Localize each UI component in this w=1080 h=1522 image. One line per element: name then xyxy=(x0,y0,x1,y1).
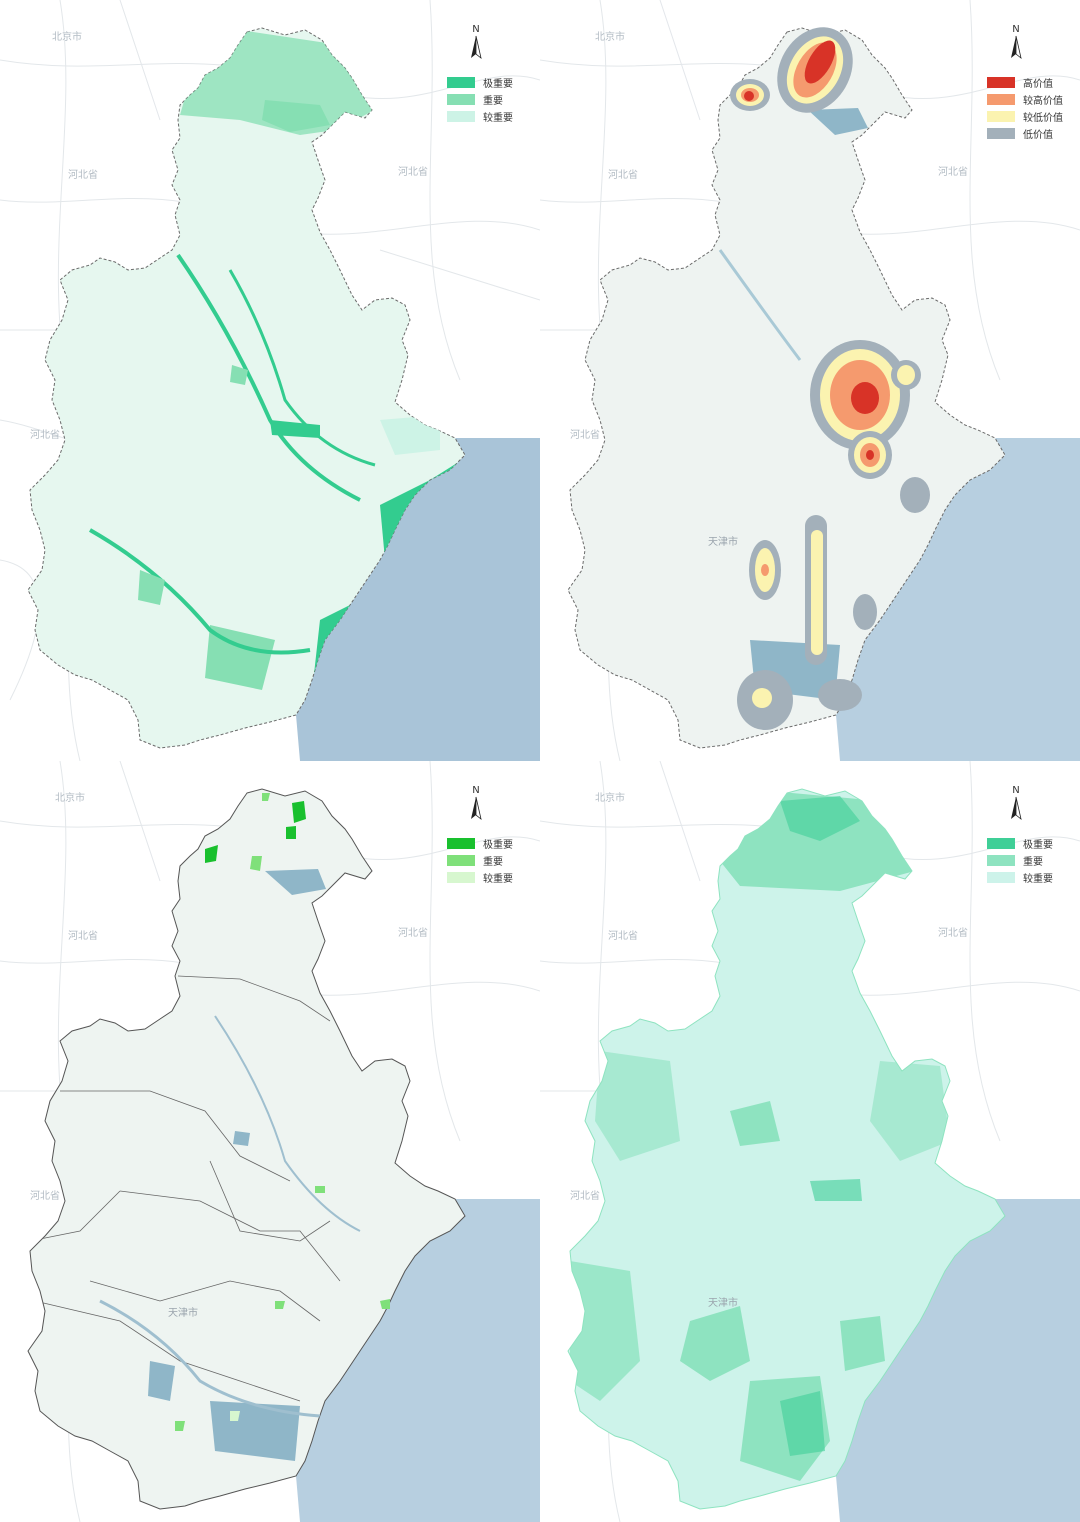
map-canvas: 北京市 河北省 河北省 河北省 天津市 xyxy=(0,761,540,1522)
place-label-tianjin: 天津市 xyxy=(168,1306,198,1319)
legend-swatch xyxy=(447,76,475,88)
legend-label: 较重要 xyxy=(483,112,513,124)
place-label-beijing: 北京市 xyxy=(595,30,625,43)
place-label-beijing: 北京市 xyxy=(595,791,625,804)
place-label-hebei-east: 河北省 xyxy=(398,926,428,939)
legend-label: 较低价值 xyxy=(1023,112,1063,124)
legend-item: 重要 xyxy=(987,852,1053,868)
legend: 极重要 重要 较重要 xyxy=(447,74,513,125)
legend-item: 较低价值 xyxy=(987,108,1063,124)
place-label-hebei-west: 河北省 xyxy=(30,428,60,441)
legend-label: 极重要 xyxy=(483,839,513,851)
legend-item: 重要 xyxy=(447,852,513,868)
legend-swatch xyxy=(987,110,1015,122)
place-label-hebei-west: 河北省 xyxy=(570,1189,600,1202)
legend: 高价值 较高价值 较低价值 低价值 xyxy=(987,74,1063,142)
place-label-hebei-north: 河北省 xyxy=(608,929,638,942)
legend-swatch xyxy=(987,837,1015,849)
place-label-hebei-east: 河北省 xyxy=(938,926,968,939)
legend-label: 极重要 xyxy=(483,78,513,90)
legend-label: 较重要 xyxy=(483,873,513,885)
legend-swatch xyxy=(447,837,475,849)
place-label-tianjin: 天津市 xyxy=(708,535,738,548)
legend-item: 高价值 xyxy=(987,74,1063,90)
legend-label: 低价值 xyxy=(1023,129,1053,141)
hotspot-central xyxy=(810,340,921,479)
legend-swatch xyxy=(447,110,475,122)
hotspot-north xyxy=(730,27,853,113)
legend-item: 低价值 xyxy=(987,125,1063,141)
legend-swatch xyxy=(447,871,475,883)
legend-item: 极重要 xyxy=(447,74,513,90)
place-label-hebei-east: 河北省 xyxy=(398,165,428,178)
legend-label: 重要 xyxy=(483,95,503,107)
north-arrow-icon: N xyxy=(464,785,488,825)
map-canvas: 北京市 河北省 河北省 河北省 xyxy=(0,0,540,761)
hotspot-south xyxy=(737,477,930,730)
north-arrow-icon: N xyxy=(1004,24,1028,64)
legend-swatch xyxy=(987,76,1015,88)
place-label-beijing: 北京市 xyxy=(55,791,85,804)
legend-swatch xyxy=(987,854,1015,866)
map-panel-ecosystem-importance: 北京市 河北省 河北省 河北省 天津市 N 极重要 重要 较重要 xyxy=(540,761,1080,1522)
legend: 极重要 重要 较重要 xyxy=(987,835,1053,886)
place-label-hebei-west: 河北省 xyxy=(570,428,600,441)
legend-label: 较重要 xyxy=(1023,873,1053,885)
place-label-hebei-north: 河北省 xyxy=(608,168,638,181)
legend-swatch xyxy=(447,93,475,105)
legend-swatch xyxy=(447,854,475,866)
map-canvas: 北京市 河北省 河北省 河北省 天津市 xyxy=(540,761,1080,1522)
map-panel-ecological-importance: 北京市 河北省 河北省 河北省 N 极重要 重要 较重要 xyxy=(0,0,540,761)
place-label-hebei-north: 河北省 xyxy=(68,168,98,181)
north-arrow-icon: N xyxy=(464,24,488,64)
legend-item: 较高价值 xyxy=(987,91,1063,107)
legend-swatch xyxy=(987,93,1015,105)
place-label-tianjin: 天津市 xyxy=(708,1296,738,1309)
place-label-hebei-west: 河北省 xyxy=(30,1189,60,1202)
legend-item: 极重要 xyxy=(987,835,1053,851)
legend-item: 重要 xyxy=(447,91,513,107)
heat-clusters xyxy=(730,27,930,730)
legend-label: 高价值 xyxy=(1023,78,1053,90)
legend-item: 较重要 xyxy=(987,869,1053,885)
legend-item: 极重要 xyxy=(447,835,513,851)
map-panel-value-heatmap: 北京市 河北省 河北省 河北省 天津市 xyxy=(540,0,1080,761)
map-panel-wetland-importance: 北京市 河北省 河北省 河北省 天津市 xyxy=(0,761,540,1522)
legend-swatch xyxy=(987,871,1015,883)
legend-label: 较高价值 xyxy=(1023,95,1063,107)
legend-label: 重要 xyxy=(483,856,503,868)
legend: 极重要 重要 较重要 xyxy=(447,835,513,886)
place-label-hebei-north: 河北省 xyxy=(68,929,98,942)
legend-item: 较重要 xyxy=(447,108,513,124)
district-boundaries xyxy=(29,975,341,1402)
place-label-hebei-east: 河北省 xyxy=(938,165,968,178)
map-canvas: 北京市 河北省 河北省 河北省 天津市 xyxy=(540,0,1080,761)
legend-swatch xyxy=(987,127,1015,139)
legend-item: 较重要 xyxy=(447,869,513,885)
wetland-patches xyxy=(175,793,390,1431)
north-arrow-icon: N xyxy=(1004,785,1028,825)
legend-label: 重要 xyxy=(1023,856,1043,868)
legend-label: 极重要 xyxy=(1023,839,1053,851)
place-label-beijing: 北京市 xyxy=(52,30,82,43)
